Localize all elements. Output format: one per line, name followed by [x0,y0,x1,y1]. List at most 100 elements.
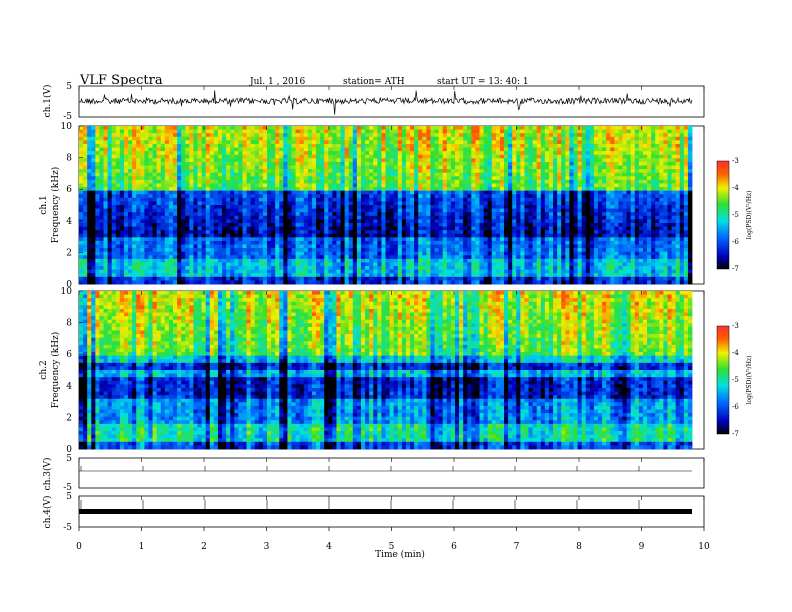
spectrogram-cell [381,237,386,242]
spectrogram-cell [271,176,276,181]
spectrogram-cell [450,172,456,177]
spectrogram-cell [373,165,378,170]
spectrogram-cell [581,197,587,202]
spectrogram-cell [316,143,321,148]
spectrogram-cell [450,158,456,163]
spectrogram-cell [316,219,321,224]
spectrogram-cell [369,133,374,138]
spectrogram-cell [168,226,174,231]
spectrogram-cell [491,136,497,141]
spectrogram-cell [148,158,153,163]
spectrogram-cell [385,183,390,188]
spectrogram-cell [320,169,325,174]
spectrogram-cell [160,147,166,152]
spectrogram-cell [266,161,272,166]
spectrogram-cell [299,212,305,217]
spectrogram-cell [557,136,562,141]
spectrogram-cell [512,183,517,188]
spectrogram-cell [181,183,186,188]
spectrogram-cell [528,143,534,148]
spectrogram-cell [504,190,509,195]
spectrogram-cell [242,143,247,148]
spectrogram-cell [638,179,644,184]
spectrogram-cell [140,226,145,231]
spectrogram-cell [471,169,476,174]
spectrogram-cell [262,143,268,148]
spectrogram-cell [622,222,628,227]
spectrogram-cell [622,161,628,166]
spectrogram-cell [95,194,100,199]
spectrogram-cell [365,237,370,242]
spectrogram-cell [189,158,194,163]
spectrogram-cell [242,215,247,220]
spectrogram-cell [185,151,190,156]
spectrogram-cell [385,240,390,245]
spectrogram-cell [148,126,153,130]
spectrogram-cell [156,240,162,245]
spectrogram-cell [197,194,202,199]
spectrogram-cell [217,208,223,213]
spectrogram-cell [687,240,693,245]
spectrogram-cell [103,161,109,166]
spectrogram-cell [352,230,358,235]
spectrogram-cell [651,176,656,181]
spectrogram-cell [598,165,603,170]
spectrogram-cell [344,140,350,145]
spectrogram-cell [471,187,476,192]
spectrogram-cell [598,194,603,199]
spectrogram-cell [360,208,366,213]
spectrogram-cell [524,151,529,156]
spectrogram-cell [389,158,395,163]
spectrogram-cell [250,143,256,148]
spectrogram-cell [246,129,252,134]
spectrogram-cell [557,158,562,163]
spectrogram-cell [512,187,517,192]
spectrogram-cell [172,183,178,188]
spectrogram-cell [168,205,174,209]
spectrogram-cell [499,161,505,166]
spectrogram-cell [638,219,644,224]
spectrogram-cell [459,129,464,134]
spectrogram-cell [275,212,280,217]
spectrogram-cell [414,172,419,177]
spectrogram-cell [181,165,186,170]
spectrogram-cell [414,126,419,130]
spectrogram-cell [360,176,366,181]
spectrogram-cell [115,158,121,163]
spectrogram-cell [303,147,309,152]
spectrogram-cell [377,133,382,138]
spectrogram-cell [303,226,309,231]
spectrogram-cell [136,154,141,159]
spectrogram-cell [532,147,538,152]
spectrogram-cell [99,140,104,145]
spectrogram-cell [311,197,317,202]
spectrogram-cell [651,194,656,199]
spectrogram-cell [303,183,309,188]
spectrogram-cell [283,129,288,134]
spectrogram-cell [602,154,607,159]
spectrogram-cell [442,151,448,156]
spectrogram-cell [487,183,493,188]
spectrogram-cell [626,212,632,217]
spectrogram-cell [602,169,607,174]
spectrogram-cell [160,169,166,174]
spectrogram-cell [136,205,141,209]
spectrogram-cell [205,237,211,242]
spectrogram-cell [156,133,162,138]
spectrogram-cell [397,212,403,217]
spectrogram-cell [647,147,652,152]
spectrogram-cell [557,230,562,235]
spectrogram-cell [475,126,480,130]
spectrogram-cell [336,179,341,184]
spectrogram-cell [454,179,460,184]
spectrogram-cell [152,183,158,188]
spectrogram-cell [381,158,386,163]
spectrogram-cell [132,129,137,134]
spectrogram-cell [377,230,382,235]
spectrogram-cell [540,140,546,145]
spectrogram-cell [311,205,317,209]
spectrogram-cell [483,226,489,231]
spectrogram-cell [589,240,595,245]
spectrogram-cell [520,205,525,209]
spectrogram-cell [610,161,615,166]
